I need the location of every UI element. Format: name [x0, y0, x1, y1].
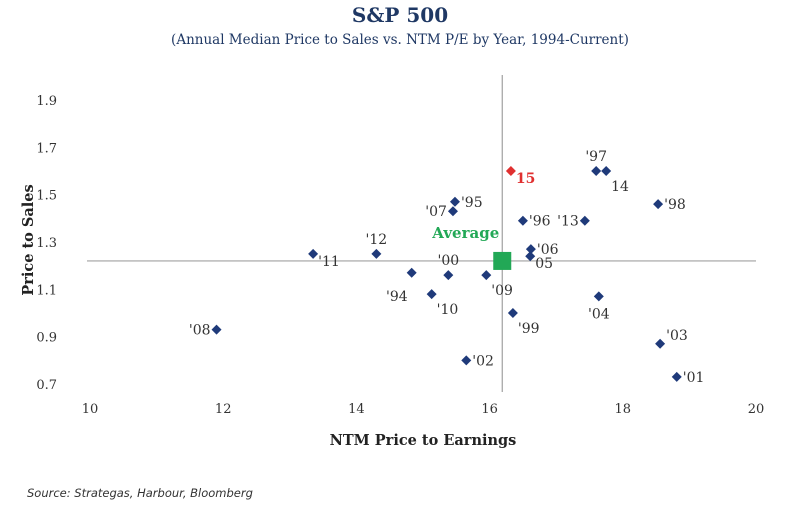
- data-point: [461, 355, 472, 366]
- data-point: [443, 270, 454, 281]
- x-tick-label: 10: [82, 402, 99, 417]
- source-note: Source: Strategas, Harbour, Bloomberg: [27, 486, 253, 500]
- point-label: '00: [437, 253, 459, 269]
- data-point: [601, 166, 612, 176]
- point-label: '10: [437, 302, 459, 318]
- data-point: [671, 371, 682, 382]
- data-point: [371, 248, 382, 259]
- point-label: '08: [189, 323, 211, 339]
- y-tick-label: 0.9: [36, 331, 57, 346]
- data-point: [517, 215, 528, 226]
- x-axis-label: NTM Price to Earnings: [330, 432, 517, 449]
- point-label: '98: [664, 197, 686, 213]
- point-label: '03: [666, 328, 688, 344]
- point-label: '11: [318, 254, 340, 270]
- average-marker: [493, 251, 512, 270]
- data-point: [211, 324, 222, 335]
- average-label: Average: [431, 224, 499, 242]
- chart-subtitle: (Annual Median Price to Sales vs. NTM P/…: [171, 32, 629, 48]
- data-point: [525, 251, 536, 262]
- point-label: '97: [585, 149, 607, 165]
- data-point: [449, 196, 460, 207]
- point-label: '04: [588, 306, 610, 322]
- y-axis-label: Price to Sales: [20, 184, 37, 295]
- data-point: [447, 206, 458, 217]
- point-label: 14: [611, 179, 629, 195]
- data-point: [308, 248, 319, 259]
- point-label: '06: [537, 242, 559, 258]
- point-label: '13: [557, 214, 579, 230]
- point-label: '95: [461, 195, 483, 211]
- y-tick-label: 1.1: [36, 283, 57, 298]
- point-label: 05: [535, 256, 553, 272]
- x-tick-label: 16: [481, 402, 498, 417]
- x-tick-label: 20: [748, 402, 765, 417]
- point-label: 15: [516, 171, 535, 187]
- point-label: '99: [518, 321, 540, 337]
- data-point: [426, 289, 437, 300]
- x-tick-label: 12: [215, 402, 232, 417]
- data-point: [653, 199, 664, 210]
- point-label: '09: [491, 283, 513, 299]
- point-label: '12: [366, 232, 388, 248]
- data-point: [525, 244, 536, 255]
- y-tick-label: 0.7: [36, 378, 57, 393]
- x-tick-label: 14: [348, 402, 365, 417]
- point-label: '94: [386, 289, 408, 305]
- y-tick-label: 1.7: [36, 141, 57, 156]
- point-label: '96: [529, 214, 551, 230]
- data-point: [579, 215, 590, 226]
- data-point: [593, 291, 604, 302]
- data-point: [591, 166, 602, 176]
- x-tick-label: 18: [615, 402, 632, 417]
- point-label: '01: [683, 370, 705, 386]
- y-tick-label: 1.3: [36, 236, 57, 251]
- point-label: '07: [425, 204, 447, 220]
- data-point: [481, 270, 492, 281]
- y-tick-label: 1.5: [36, 189, 57, 204]
- data-point: [507, 308, 518, 318]
- point-label: '02: [472, 353, 494, 369]
- data-point: [655, 338, 666, 349]
- y-tick-label: 1.9: [36, 94, 57, 109]
- data-point: [505, 166, 516, 176]
- data-point: [406, 267, 417, 278]
- chart-title: S&P 500: [352, 3, 448, 27]
